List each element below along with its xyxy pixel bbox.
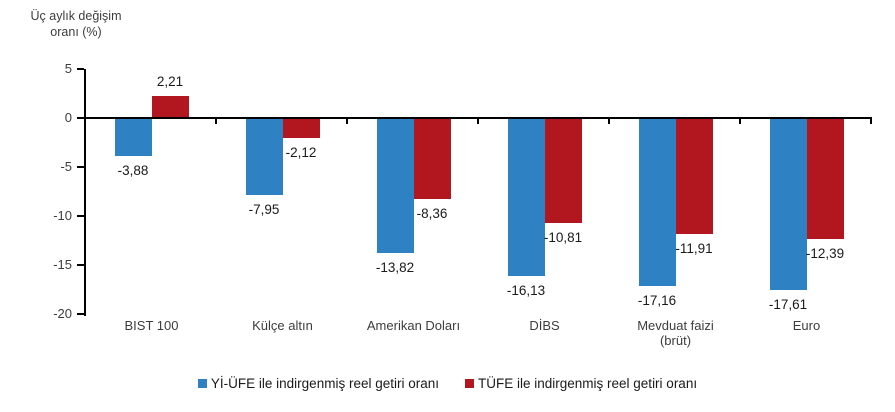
y-axis-tick — [77, 263, 84, 266]
chart-title: Üç aylık değişim oranı (%) — [8, 8, 144, 40]
category-label: Amerikan Doları — [366, 318, 461, 333]
chart-title-line2: oranı (%) — [50, 25, 102, 39]
y-axis-tick — [77, 312, 84, 315]
chart-title-line1: Üç aylık değişim — [30, 9, 122, 23]
x-axis-tick — [215, 118, 217, 124]
legend: Yİ-ÜFE ile indirgenmiş reel getiri oranı… — [0, 376, 895, 391]
bar-value-label: -17,61 — [768, 297, 808, 313]
x-axis-tick — [477, 118, 479, 124]
bar — [507, 117, 545, 276]
bar-value-label: 2,21 — [156, 73, 184, 89]
x-axis-line — [84, 116, 872, 119]
y-tick-label: 5 — [64, 60, 72, 76]
x-axis-tick — [608, 118, 610, 124]
bar — [544, 117, 582, 224]
bar — [151, 95, 189, 118]
y-axis-line — [84, 68, 86, 316]
y-axis-tick — [77, 67, 84, 70]
y-tick-label: 0 — [64, 109, 72, 125]
legend-item: Yİ-ÜFE ile indirgenmiş reel getiri oranı — [197, 376, 439, 391]
y-tick-label: -5 — [60, 158, 72, 174]
y-tick-label: -20 — [53, 305, 72, 321]
bar — [806, 117, 844, 239]
legend-label: TÜFE ile indirgenmiş reel getiri oranı — [478, 376, 698, 391]
bar — [282, 117, 320, 139]
bar — [245, 117, 283, 196]
category-label: Mevduat faizi (brüt) — [637, 318, 714, 348]
bar-value-label: -10,81 — [543, 230, 583, 246]
x-axis-tick — [870, 118, 872, 124]
plot-area: 5 0 -5 -10 -15 -20 -3,88 2,21 BIST 100 -7,95 -2,12… — [53, 60, 872, 348]
bar-value-label: -17,16 — [637, 292, 677, 308]
category-label: DİBS — [529, 318, 560, 333]
bar-value-label: -16,13 — [506, 282, 546, 298]
category-label: Euro — [792, 318, 821, 333]
y-tick-label: -15 — [53, 256, 72, 272]
y-axis-tick — [77, 116, 84, 119]
bar — [376, 117, 414, 253]
bar-value-label: -7,95 — [248, 202, 280, 218]
y-axis-tick — [77, 214, 84, 217]
category-label: Külçe altın — [252, 318, 313, 333]
y-tick-label: -10 — [53, 207, 72, 223]
bar — [413, 117, 451, 200]
bar-value-label: -12,39 — [805, 245, 845, 261]
bar-value-label: -8,36 — [416, 206, 448, 222]
y-axis-tick — [77, 165, 84, 168]
bar-value-label: -13,82 — [375, 259, 415, 275]
bar — [114, 117, 152, 156]
legend-item: TÜFE ile indirgenmiş reel getiri oranı — [465, 376, 697, 391]
x-axis-tick — [346, 118, 348, 124]
legend-swatch-icon — [465, 379, 474, 388]
x-axis-tick — [739, 118, 741, 124]
bar-value-label: -11,91 — [675, 241, 713, 257]
bar — [675, 117, 713, 235]
legend-label: Yİ-ÜFE ile indirgenmiş reel getiri oranı — [210, 376, 439, 391]
legend-swatch-icon — [197, 379, 207, 388]
bar — [769, 117, 807, 291]
bar-value-label: -3,88 — [117, 162, 149, 178]
category-label: BIST 100 — [124, 318, 179, 333]
bar-value-label: -2,12 — [285, 145, 317, 161]
bar — [638, 117, 676, 286]
